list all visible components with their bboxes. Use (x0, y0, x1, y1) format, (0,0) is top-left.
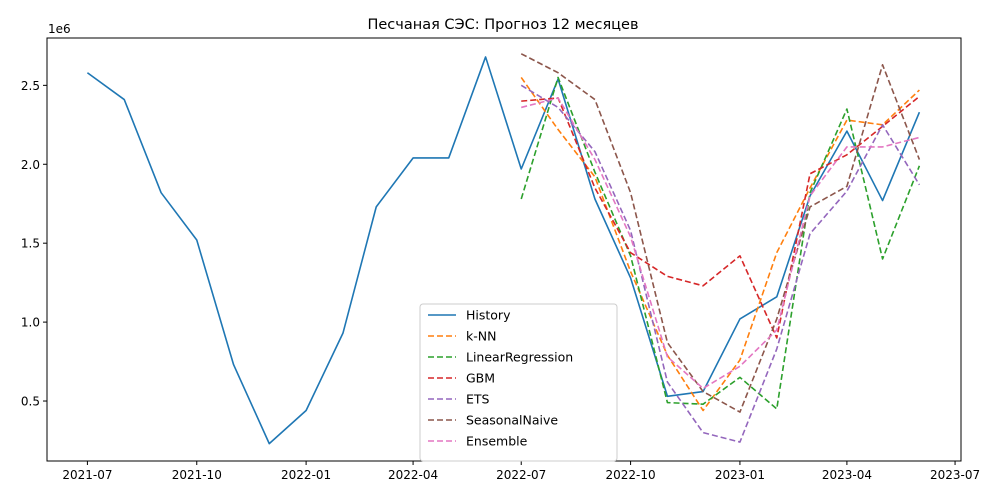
x-tick-label: 2023-01 (715, 468, 765, 482)
y-offset-label: 1e6 (48, 22, 71, 36)
y-tick-label: 1.0 (21, 316, 40, 330)
legend-label-k-nn: k-NN (466, 329, 496, 344)
x-tick-label: 2021-10 (172, 468, 222, 482)
legend-label-linearregression: LinearRegression (466, 350, 573, 365)
y-tick-label: 0.5 (21, 395, 40, 409)
x-tick-label: 2023-04 (822, 468, 872, 482)
y-tick-label: 2.0 (21, 158, 40, 172)
x-tick-label: 2022-04 (388, 468, 438, 482)
legend-box (419, 303, 618, 462)
series-line-history (86, 56, 921, 445)
chart-title: Песчаная СЭС: Прогноз 12 месяцев (367, 17, 638, 33)
plot-lines (86, 53, 921, 445)
y-tick-label: 1.5 (21, 237, 40, 251)
series-line-gbm (521, 95, 920, 339)
legend-label-history: History (466, 308, 511, 323)
y-axis: 0.5 1.0 1.5 2.0 2.5 (21, 79, 47, 409)
x-tick-label: 2023-07 (930, 468, 980, 482)
series-line-k-nn (520, 76, 920, 412)
legend-label-ensemble: Ensemble (466, 434, 528, 449)
series-line-linearregression (520, 76, 921, 410)
series-line-ets (520, 84, 921, 443)
series-line-seasonalnaive (520, 53, 921, 413)
x-tick-label: 2022-01 (281, 468, 331, 482)
legend-label-gbm: GBM (466, 371, 495, 386)
legend: History k-NN LinearRegression GBM ETS Seasona… (419, 303, 618, 462)
x-tick-label: 2021-07 (62, 468, 112, 482)
x-axis: 2021-07 2021-10 2022-01 2022-04 2022-07 2022-… (62, 461, 980, 482)
series-line-ensemble (521, 97, 920, 390)
legend-label-seasonalnaive: SeasonalNaive (466, 413, 558, 428)
x-tick-label: 2022-07 (496, 468, 546, 482)
y-tick-label: 2.5 (21, 79, 40, 93)
x-tick-label: 2022-10 (606, 468, 656, 482)
legend-label-ets: ETS (466, 392, 490, 407)
